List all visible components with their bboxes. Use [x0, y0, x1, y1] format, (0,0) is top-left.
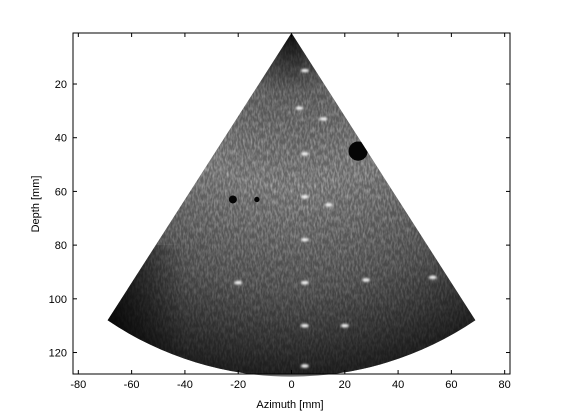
point-target — [300, 152, 309, 156]
point-target — [428, 275, 437, 280]
image-sector — [107, 33, 476, 377]
y-tick-label: 60 — [55, 186, 67, 198]
x-tick-label: -80 — [70, 379, 86, 391]
x-tick-label: 80 — [499, 379, 511, 391]
point-target — [362, 278, 371, 282]
point-target — [324, 203, 333, 207]
cyst — [254, 196, 260, 203]
point-target — [300, 323, 309, 328]
y-tick-label: 40 — [55, 133, 67, 145]
left-shadow-region — [107, 245, 185, 374]
point-target — [300, 68, 309, 73]
x-axis-label: Azimuth [mm] — [256, 399, 323, 411]
point-target — [300, 194, 309, 199]
cyst — [228, 195, 237, 204]
x-tick-label: 60 — [445, 379, 457, 391]
point-target — [340, 323, 349, 328]
x-tick-label: -60 — [124, 379, 140, 391]
x-tick-label: 0 — [288, 379, 294, 391]
point-target — [300, 280, 309, 285]
x-tick-label: -40 — [177, 379, 193, 391]
y-tick-label: 100 — [49, 294, 67, 306]
y-tick-label: 20 — [55, 79, 67, 91]
x-tick-label: -20 — [230, 379, 246, 391]
point-target — [319, 117, 328, 121]
y-tick-label: 120 — [49, 348, 67, 360]
point-target — [234, 280, 243, 285]
point-target — [300, 364, 309, 368]
point-targets — [234, 68, 437, 368]
cysts — [228, 141, 368, 204]
x-tick-label: 20 — [339, 379, 351, 391]
point-target — [300, 237, 309, 242]
cyst — [348, 141, 368, 161]
y-tick-label: 80 — [55, 240, 67, 252]
point-target — [295, 106, 304, 110]
y-axis-label: Depth [mm] — [30, 176, 42, 233]
x-tick-label: 40 — [392, 379, 404, 391]
axis-ticks: -80 -60 -40 -20 0 20 40 60 80 20 40 60 80 100 120 — [49, 33, 511, 391]
